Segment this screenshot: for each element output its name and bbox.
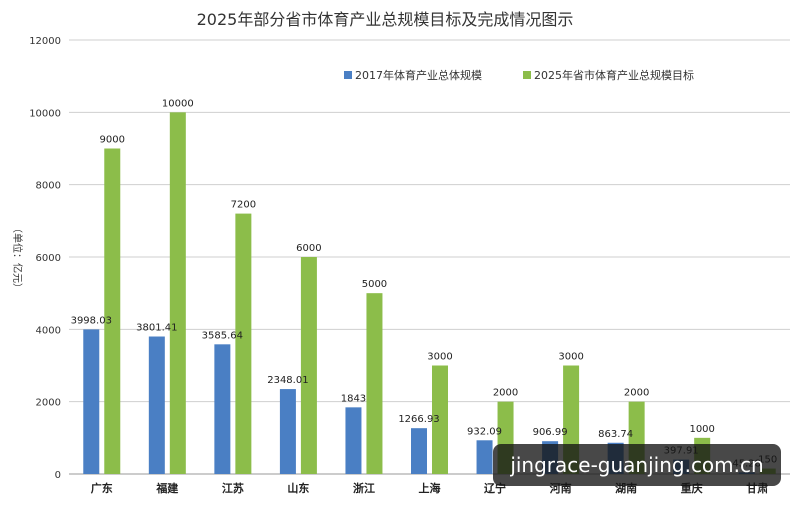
y-tick-label: 2000	[36, 398, 61, 409]
grid-lines	[69, 39, 790, 475]
data-label-2025: 1000	[689, 424, 714, 435]
bar-2017	[476, 440, 493, 474]
data-label-2025: 9000	[100, 135, 125, 146]
data-label-2025: 10000	[162, 98, 194, 109]
watermark-text: jingrace-guanjing.com.cn	[510, 453, 764, 477]
data-label-2017: 1266.93	[398, 414, 439, 425]
x-category-label: 浙江	[353, 481, 375, 495]
bar-2025	[104, 148, 121, 474]
chart-title: 2025年部分省市体育产业总规模目标及完成情况图示	[197, 10, 574, 29]
data-label-2017: 3998.03	[71, 315, 112, 326]
data-label-2025: 2000	[624, 388, 649, 399]
y-tick-label: 6000	[36, 253, 61, 264]
x-category-label: 山东	[287, 481, 309, 495]
data-label-2017: 906.99	[533, 427, 568, 438]
bar-2017	[279, 389, 296, 474]
legend-label-2017: 2017年体育产业总体规模	[355, 68, 482, 82]
watermark-banner: jingrace-guanjing.com.cn	[493, 444, 781, 486]
bar-2017	[83, 329, 100, 474]
legend: 2017年体育产业总体规模 2025年省市体育产业总规模目标	[344, 68, 694, 82]
data-label-2025: 7200	[231, 200, 256, 211]
data-label-2017: 3801.41	[136, 323, 177, 334]
x-category-label: 福建	[155, 481, 179, 495]
y-axis-ticks: 0 2000 4000 6000 8000 10000 12000	[29, 36, 61, 481]
y-axis-label: （单位：亿元）	[11, 223, 24, 293]
data-label-2025: 3000	[558, 352, 583, 363]
legend-swatch-2025	[523, 71, 531, 79]
legend-swatch-2017	[344, 71, 352, 79]
y-tick-label: 4000	[36, 325, 61, 336]
x-category-label: 广东	[91, 481, 113, 495]
bar-2017	[345, 407, 362, 474]
bar-2025	[235, 213, 252, 474]
data-label-2025: 5000	[362, 279, 387, 290]
data-label-2017: 1843	[341, 393, 366, 404]
y-tick-label: 8000	[36, 181, 61, 192]
data-label-2017: 2348.01	[267, 375, 308, 386]
data-label-2017: 932.09	[467, 426, 502, 437]
data-label-2025: 6000	[296, 243, 321, 254]
x-category-label: 上海	[419, 481, 441, 495]
data-label-2017: 3585.64	[202, 330, 243, 341]
bar-2017	[148, 336, 165, 474]
y-tick-label: 12000	[29, 36, 61, 47]
bar-2017	[214, 344, 231, 474]
bar-2025	[432, 365, 448, 474]
y-tick-label: 10000	[29, 108, 61, 119]
data-label-2025: 2000	[493, 388, 518, 399]
bar-2025	[366, 293, 383, 474]
data-label-2025: 3000	[427, 352, 452, 363]
data-label-2017: 863.74	[598, 429, 633, 440]
bar-2017	[411, 428, 427, 474]
bar-2025	[300, 257, 317, 474]
data-labels: 3998.03 9000 3801.41 10000 3585.64 7200 2348.0…	[71, 98, 778, 469]
bar-2025	[169, 112, 186, 474]
x-category-label: 江苏	[222, 481, 244, 495]
legend-label-2025: 2025年省市体育产业总规模目标	[534, 68, 694, 82]
y-tick-label: 0	[55, 470, 61, 481]
